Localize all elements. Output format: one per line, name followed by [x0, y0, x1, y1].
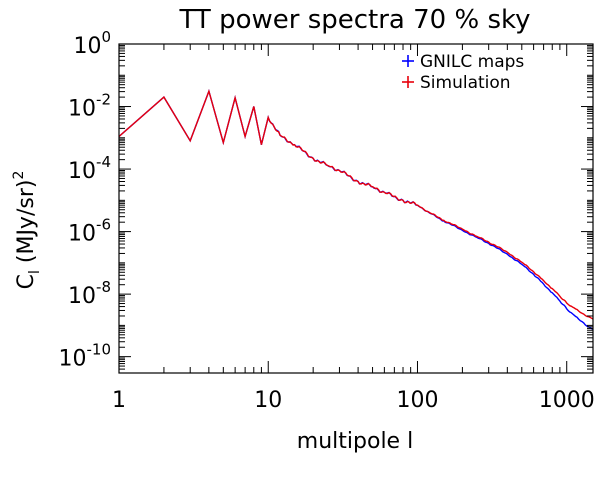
legend-entry-1: GNILC maps	[402, 52, 524, 72]
chart-title: TT power spectra 70 % sky	[179, 5, 531, 35]
series-layer	[118, 88, 594, 330]
y-tick-label: 10-6	[68, 216, 111, 247]
axes-layer	[118, 43, 594, 374]
svg-text:Cl (MJy/sr)2: Cl (MJy/sr)2	[11, 171, 43, 290]
y-label-sup: 2	[11, 171, 27, 180]
y-axis-label: Cl (MJy/sr)2	[11, 171, 43, 290]
legend-label: Simulation	[420, 73, 511, 93]
tick-label-layer: 1 10 100 1000 100 10-2 10-4 10-6 10-8 10-10	[59, 28, 595, 413]
plot-frame	[118, 43, 594, 374]
y-tick-label: 10-2	[68, 91, 111, 122]
x-axis-label: multipole l	[297, 429, 413, 454]
y-label-sub: l	[27, 270, 43, 274]
y-tick-label: 10-4	[68, 153, 111, 184]
legend-label: GNILC maps	[420, 52, 524, 72]
x-tick-label: 1	[112, 388, 126, 413]
x-tick-label: 1000	[539, 388, 595, 413]
y-tick-label: 10-8	[68, 278, 111, 309]
x-tick-label: 10	[254, 388, 282, 413]
legend-entry-2: Simulation	[402, 73, 511, 93]
y-tick-label: 100	[73, 28, 111, 59]
x-tick-label: 100	[396, 388, 438, 413]
y-label-main: C	[14, 274, 39, 289]
y-tick-label: 10-10	[59, 341, 112, 372]
series-line-2	[118, 88, 594, 320]
series-line-1	[118, 88, 594, 330]
y-label-rest: (MJy/sr)	[14, 180, 39, 271]
